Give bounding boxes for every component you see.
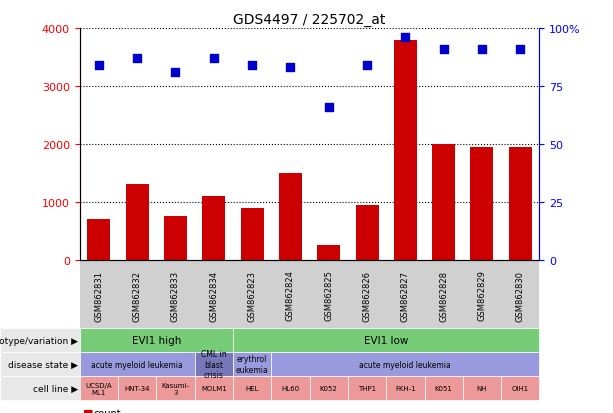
Text: HEL: HEL: [245, 385, 259, 391]
Text: EVI1 high: EVI1 high: [132, 335, 181, 345]
Text: ■: ■: [83, 408, 93, 413]
Bar: [471, 147, 493, 260]
Text: K052: K052: [320, 385, 338, 391]
Point: [286, 65, 295, 71]
Text: cell line ▶: cell line ▶: [33, 384, 78, 393]
Bar: [509, 147, 531, 260]
Text: disease state ▶: disease state ▶: [9, 360, 78, 369]
Text: K051: K051: [435, 385, 452, 391]
Text: acute myeloid leukemia: acute myeloid leukemia: [359, 360, 451, 369]
Text: FKH-1: FKH-1: [395, 385, 416, 391]
Point: [362, 63, 372, 69]
Bar: [318, 246, 340, 260]
Bar: [240, 208, 264, 260]
Bar: [126, 185, 148, 260]
Title: GDS4497 / 225702_at: GDS4497 / 225702_at: [234, 12, 386, 26]
Bar: [356, 205, 379, 260]
Text: genotype/variation ▶: genotype/variation ▶: [0, 336, 78, 345]
Bar: [279, 173, 302, 260]
Text: NH: NH: [477, 385, 487, 391]
Text: THP1: THP1: [358, 385, 376, 391]
Bar: [164, 217, 187, 260]
Text: erythrol
eukemia: erythrol eukemia: [236, 355, 268, 374]
Text: UCSD/A
ML1: UCSD/A ML1: [86, 382, 112, 395]
Text: MOLM1: MOLM1: [201, 385, 227, 391]
Bar: [394, 40, 417, 260]
Bar: [87, 220, 110, 260]
Text: EVI1 low: EVI1 low: [364, 335, 408, 345]
Text: acute myeloid leukemia: acute myeloid leukemia: [91, 360, 183, 369]
Text: CML in
blast
crisis: CML in blast crisis: [201, 349, 227, 379]
Point: [516, 46, 525, 53]
Text: OIH1: OIH1: [512, 385, 529, 391]
Point: [477, 46, 487, 53]
Bar: [432, 145, 455, 260]
Point: [209, 56, 219, 62]
Text: Kasumi-
3: Kasumi- 3: [161, 382, 189, 395]
Point: [247, 63, 257, 69]
Point: [94, 63, 104, 69]
Point: [400, 35, 410, 41]
Point: [170, 69, 180, 76]
Point: [439, 46, 449, 53]
Text: HL60: HL60: [281, 385, 300, 391]
Point: [132, 56, 142, 62]
Point: [324, 104, 333, 111]
Text: count: count: [93, 408, 121, 413]
Text: HNT-34: HNT-34: [124, 385, 150, 391]
Bar: [202, 197, 226, 260]
